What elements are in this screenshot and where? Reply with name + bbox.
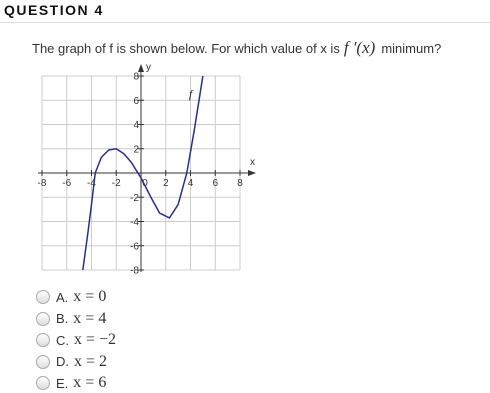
radio-button[interactable] (36, 311, 50, 326)
question-math: f '(x) (343, 38, 376, 57)
option[interactable]: B. x = 4 (36, 310, 106, 328)
radio-button[interactable] (36, 333, 50, 347)
x-arrow (248, 170, 256, 176)
x-tick-label: 8 (237, 178, 243, 189)
question-title: QUESTION 4 (4, 2, 104, 18)
y-arrow (138, 64, 144, 72)
option[interactable]: C. x = −2 (36, 331, 116, 349)
x-tick-label: 6 (212, 178, 218, 189)
x-tick-label: 4 (188, 178, 194, 189)
y-tick-label: -4 (130, 217, 139, 228)
y-tick-label: 6 (133, 96, 139, 107)
x-tick-label: 0 (142, 178, 148, 189)
option-letter: C. (56, 332, 69, 348)
radio-button[interactable] (36, 354, 50, 369)
option-answer: x = −2 (74, 331, 117, 348)
question-text: The graph of f is shown below. For which… (32, 41, 340, 56)
option-letter: D. (56, 354, 69, 369)
radio-button[interactable] (36, 290, 50, 304)
y-tick-label: 8 (133, 72, 139, 83)
option-letter: B. (56, 311, 69, 326)
x-tick-label: -4 (87, 178, 96, 189)
x-tick-label: -8 (38, 178, 47, 189)
option-letter: E. (56, 375, 69, 391)
radio-button[interactable] (36, 376, 50, 390)
curve-label: f (189, 87, 194, 101)
curve (82, 75, 204, 271)
option[interactable]: E. x = 6 (36, 374, 106, 392)
y-tick-label: 4 (133, 120, 139, 131)
x-tick-label: -6 (62, 178, 71, 189)
x-axis-label: x (250, 157, 255, 168)
question: The graph of f is shown below. For which… (32, 38, 441, 58)
option-answer: x = 4 (73, 309, 107, 327)
y-tick-label: 2 (133, 144, 139, 155)
x-tick-label: -2 (112, 178, 121, 189)
y-tick-label: -6 (130, 241, 139, 252)
question-text-after: minimum? (381, 41, 442, 56)
divider (0, 22, 490, 23)
y-tick-label: -8 (130, 266, 139, 277)
option-answer: x = 6 (73, 374, 107, 391)
option-answer: x = 2 (74, 352, 108, 370)
option[interactable]: D. x = 2 (36, 353, 107, 371)
option-answer: x = 0 (73, 288, 107, 305)
x-tick-label: 2 (163, 178, 169, 189)
option-letter: A. (56, 289, 69, 305)
y-tick-label: -2 (130, 193, 139, 204)
y-axis-label: y (146, 62, 151, 73)
option[interactable]: A. x = 0 (36, 288, 106, 306)
